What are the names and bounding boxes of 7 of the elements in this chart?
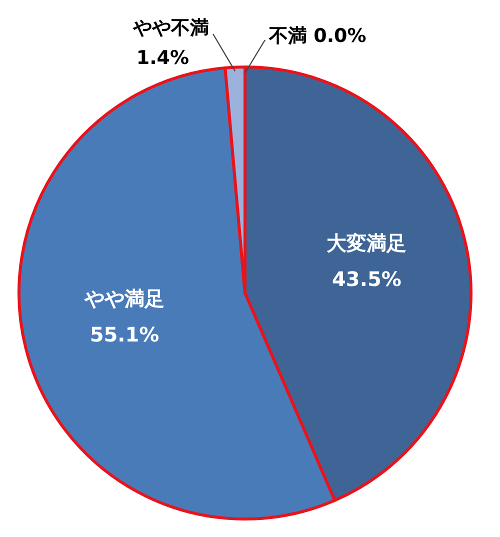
slice-label: 大変満足 xyxy=(326,230,407,255)
data-label: 55.1% xyxy=(90,322,160,347)
slice-label: やや不満 xyxy=(132,17,210,39)
data-label: 1.4% xyxy=(136,47,190,69)
category-label: 不満 0.0% xyxy=(269,25,366,47)
data-label: 43.5% xyxy=(332,266,402,291)
slice-label: やや満足 xyxy=(84,286,165,311)
